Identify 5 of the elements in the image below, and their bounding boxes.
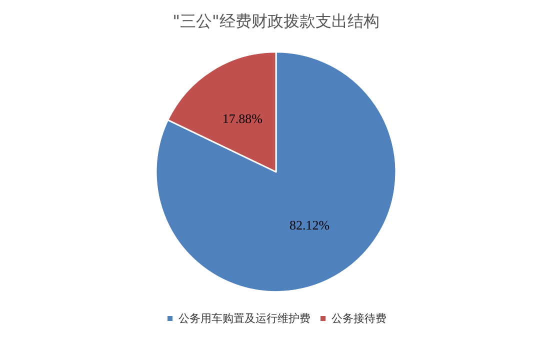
- data-label: 17.88%: [222, 111, 263, 126]
- chart-title: "三公"经费财政拨款支出结构: [172, 12, 380, 30]
- data-label: 82.12%: [290, 218, 330, 233]
- legend-label: 公务接待费: [332, 312, 386, 325]
- legend-label: 公务用车购置及运行维护费: [178, 312, 310, 325]
